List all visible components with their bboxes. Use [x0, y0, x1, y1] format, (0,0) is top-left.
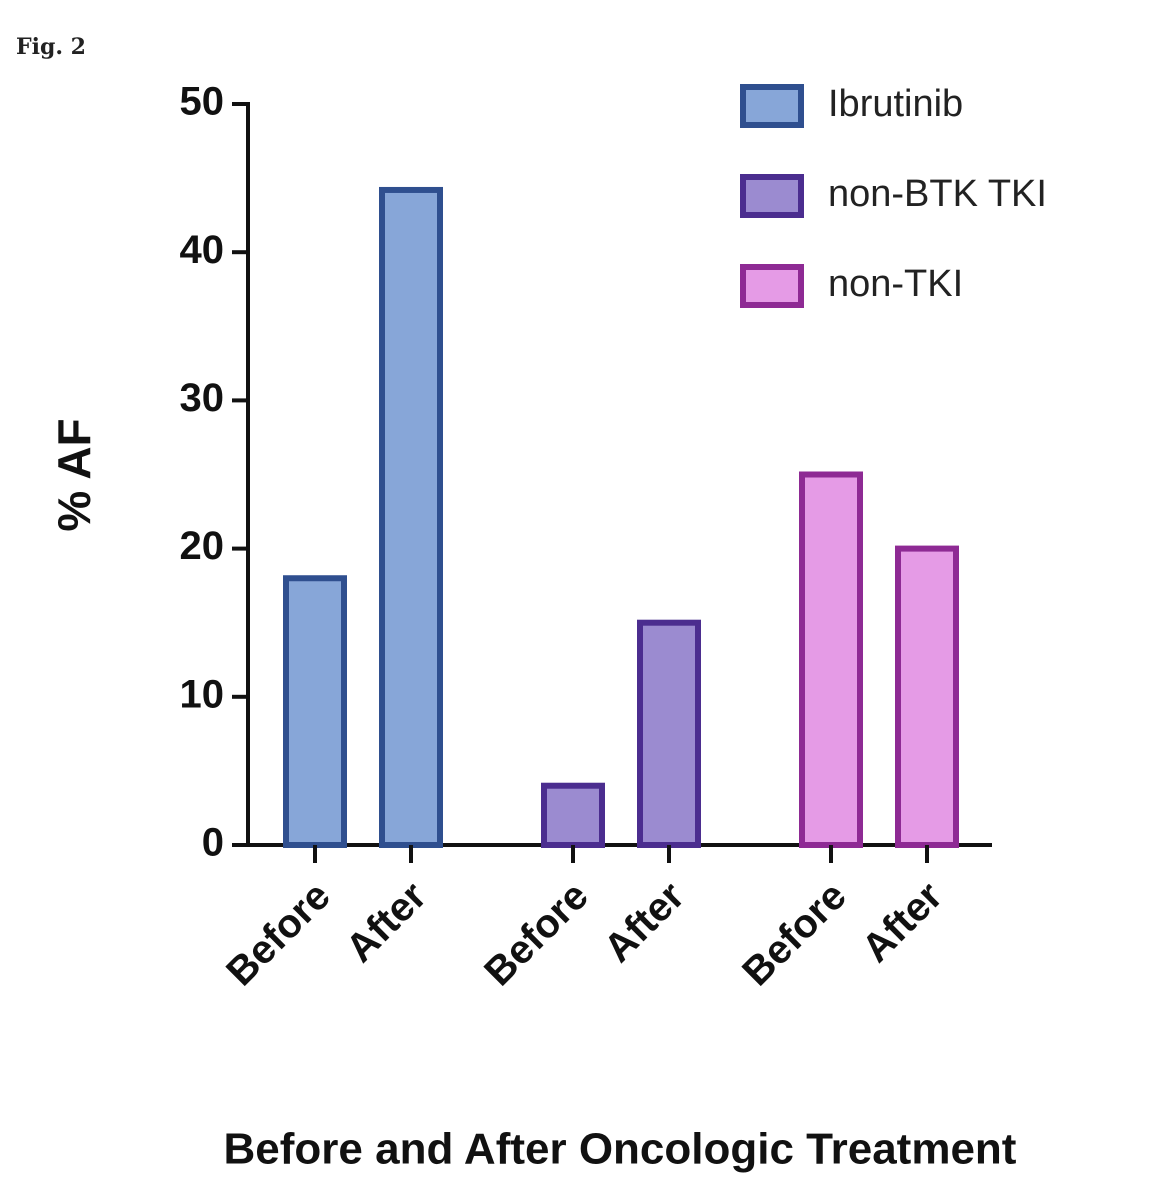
- x-tick-label: Before: [218, 874, 339, 995]
- legend-label: non-BTK TKI: [828, 173, 1047, 215]
- bar: [379, 186, 443, 848]
- bar: [799, 471, 863, 848]
- x-axis-label: Before and After Oncologic Treatment: [224, 1125, 1017, 1174]
- bar: [541, 782, 605, 848]
- x-tick-label: After: [854, 874, 951, 971]
- legend-swatch: [740, 84, 804, 128]
- legend-label: non-TKI: [828, 263, 963, 305]
- legend-swatch: [740, 174, 804, 218]
- y-tick-label: 30: [180, 376, 225, 420]
- y-tick-label: 20: [180, 524, 225, 568]
- x-tick-label: After: [596, 874, 693, 971]
- bar: [895, 545, 959, 848]
- y-tick-label: 40: [180, 228, 225, 272]
- bar: [637, 619, 701, 849]
- y-tick-label: 50: [180, 80, 225, 124]
- x-tick-label: Before: [476, 874, 597, 995]
- figure-label: Fig. 2: [16, 34, 86, 60]
- legend-swatch: [740, 264, 804, 308]
- legend-label: Ibrutinib: [828, 83, 963, 125]
- y-axis-label: % AF: [48, 418, 100, 531]
- y-tick-label: 10: [180, 672, 225, 716]
- bar: [283, 575, 347, 848]
- y-tick-label: 0: [202, 821, 224, 865]
- x-tick-label: Before: [734, 874, 855, 995]
- x-tick-label: After: [338, 874, 435, 971]
